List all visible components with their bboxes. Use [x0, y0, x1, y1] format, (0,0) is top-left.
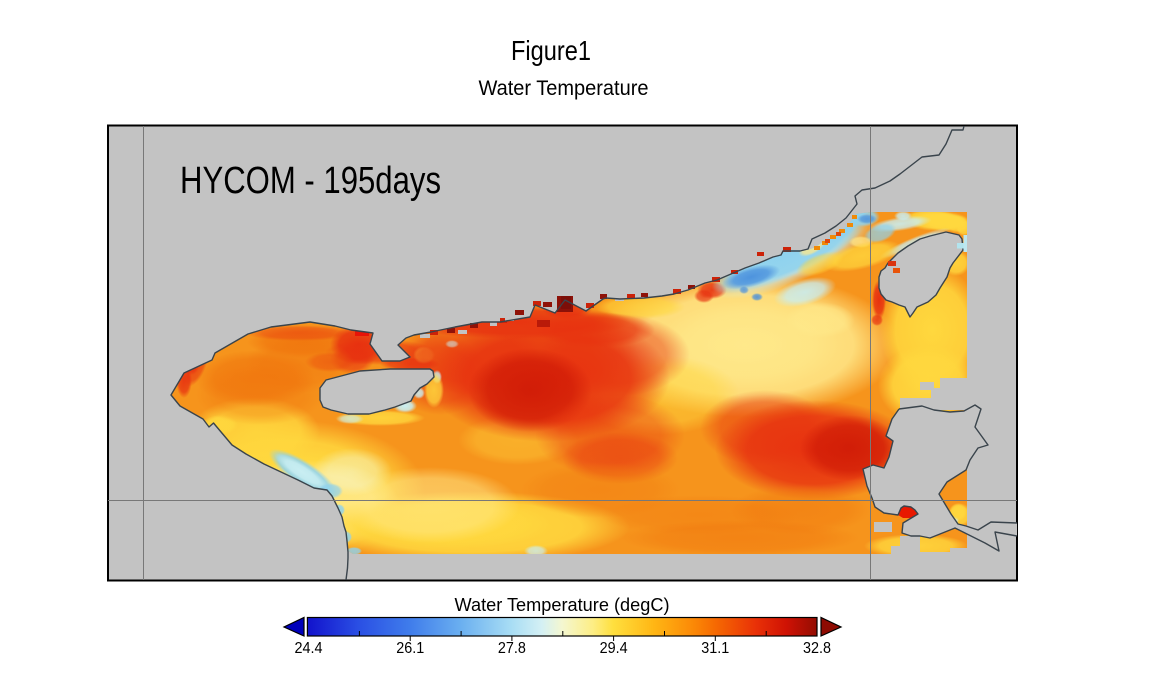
- svg-text:27.8: 27.8: [498, 640, 526, 657]
- svg-text:Water Temperature (degC): Water Temperature (degC): [455, 594, 670, 615]
- svg-text:HYCOM - 195days: HYCOM - 195days: [180, 160, 441, 202]
- svg-text:31.1: 31.1: [701, 640, 729, 657]
- svg-text:29.4: 29.4: [600, 640, 628, 657]
- svg-text:Water Temperature: Water Temperature: [479, 77, 649, 100]
- svg-text:Figure1: Figure1: [511, 35, 591, 66]
- svg-text:24.4: 24.4: [295, 640, 323, 657]
- svg-text:26.1: 26.1: [396, 640, 424, 657]
- svg-text:32.8: 32.8: [803, 640, 831, 657]
